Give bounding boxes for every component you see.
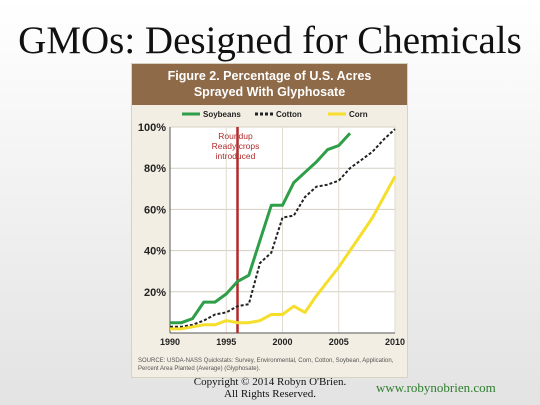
- figure-header: Figure 2. Percentage of U.S. Acres Spray…: [132, 64, 407, 105]
- chart-title-line1: Figure 2. Percentage of U.S. Acres: [167, 69, 372, 83]
- figure-panel: Figure 2. Percentage of U.S. Acres Spray…: [131, 63, 408, 378]
- chart-title-line2: Sprayed With Glyphosate: [193, 85, 346, 99]
- roundup-annotation-line: Roundup: [218, 131, 253, 141]
- legend-item-cotton: Cotton: [255, 110, 302, 119]
- series-line-corn: [170, 175, 397, 331]
- y-tick-label: 40%: [144, 246, 166, 258]
- copyright-line2: All Rights Reserved.: [224, 388, 316, 400]
- y-tick-label: 80%: [144, 163, 166, 175]
- legend-item-corn: Corn: [328, 110, 368, 119]
- x-tick-label: 1990: [160, 337, 180, 347]
- x-tick-label: 2005: [329, 337, 349, 347]
- glyphosate-line-chart: 20% 40% 60% 80% 100% 1990 1995 2000 2005 2010 Soyb…: [138, 110, 405, 372]
- y-tick-label: 100%: [138, 122, 166, 134]
- y-tick-label: 20%: [144, 287, 166, 299]
- legend-label: Soybeans: [203, 110, 241, 119]
- slide-title: GMOs: Designed for Chemicals: [18, 19, 522, 62]
- x-tick-label: 2010: [385, 337, 405, 347]
- source-note-line2: Percent Area Planted (Average) (Glyphosa…: [138, 366, 261, 372]
- roundup-annotation-line: introduced: [216, 151, 256, 161]
- legend-label: Corn: [349, 110, 368, 119]
- roundup-annotation-line: Ready crops: [212, 141, 260, 151]
- series-line-cotton: [170, 128, 396, 328]
- legend-item-soybeans: Soybeans: [182, 110, 241, 119]
- figure-body: 20% 40% 60% 80% 100% 1990 1995 2000 2005 2010 Soyb…: [132, 105, 407, 377]
- copyright-notice: Copyright © 2014 Robyn O'Brien. All Righ…: [190, 376, 350, 400]
- copyright-line1: Copyright © 2014 Robyn O'Brien.: [193, 376, 347, 388]
- series-line-soybeans: [170, 132, 352, 325]
- x-tick-label: 1995: [216, 337, 236, 347]
- legend-label: Cotton: [276, 110, 302, 119]
- x-tick-label: 2000: [272, 337, 292, 347]
- website-link[interactable]: www.robynobrien.com: [376, 380, 496, 395]
- y-tick-label: 60%: [144, 204, 166, 216]
- source-note-line1: SOURCE: USDA-NASS Quickstats: Survey, En…: [138, 358, 394, 364]
